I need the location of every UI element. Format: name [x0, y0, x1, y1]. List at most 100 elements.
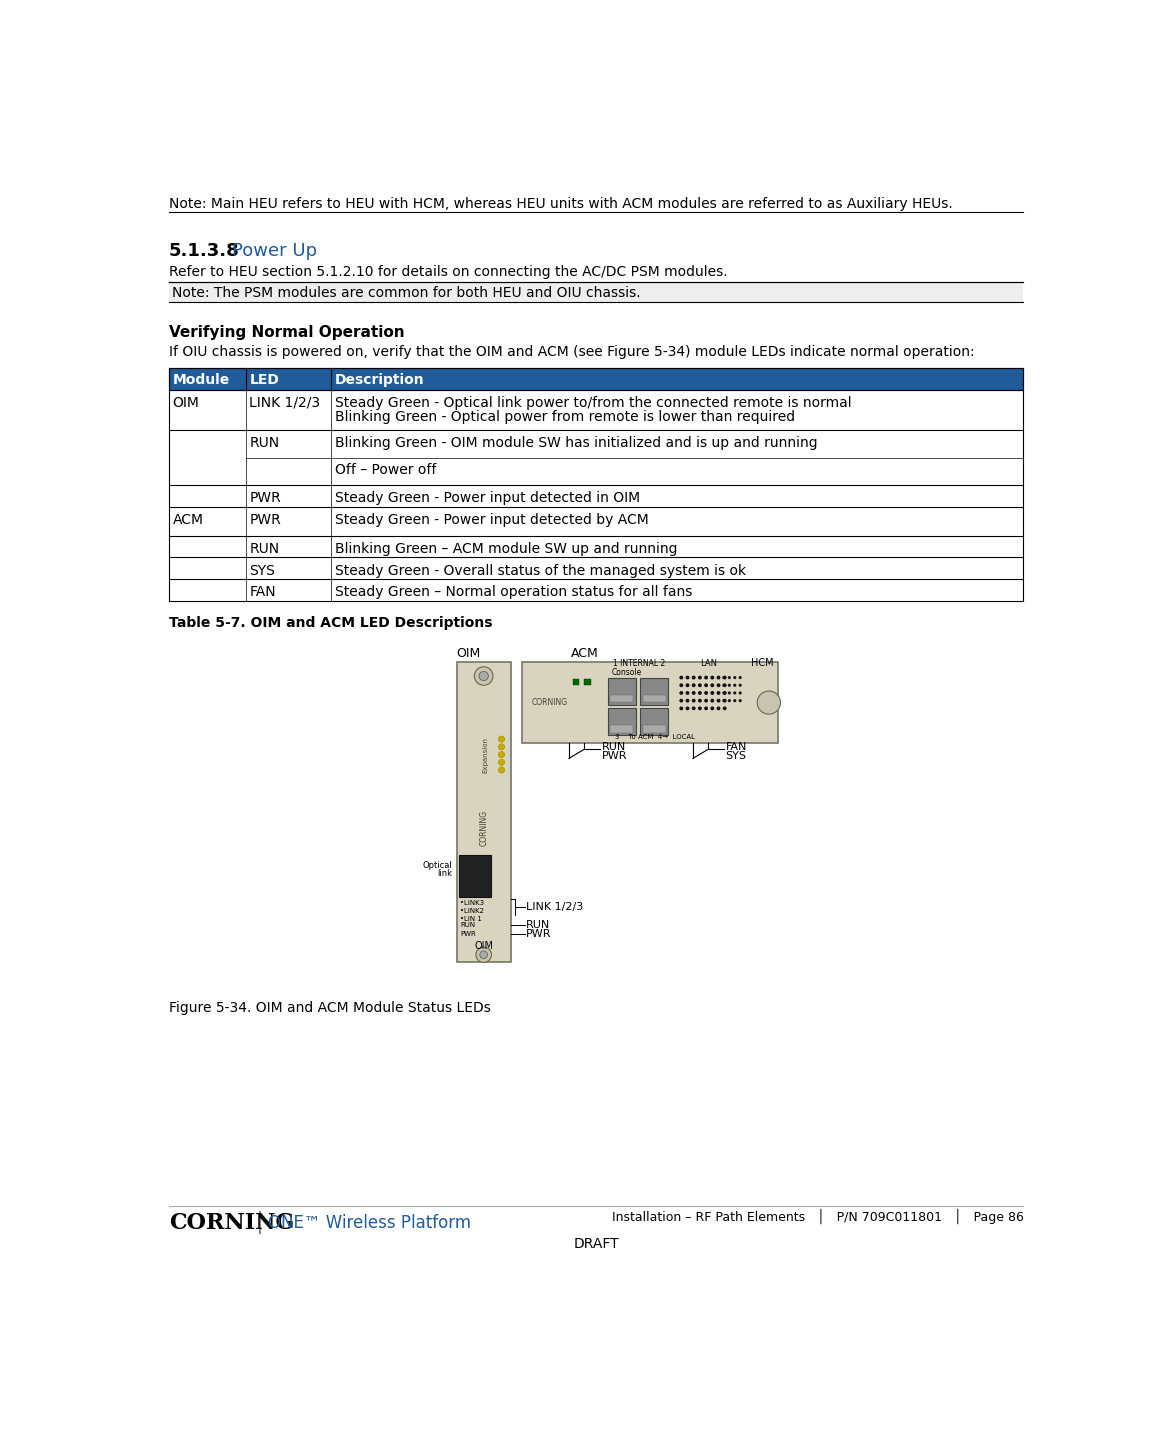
Text: PWR: PWR — [249, 513, 281, 527]
Bar — [169, 282, 1023, 302]
Text: RUN: RUN — [601, 741, 626, 752]
Circle shape — [698, 691, 701, 696]
Text: OIM: OIM — [172, 395, 199, 410]
Circle shape — [698, 698, 701, 703]
Bar — [609, 726, 633, 733]
Circle shape — [728, 691, 730, 694]
Circle shape — [692, 707, 695, 710]
Circle shape — [757, 691, 780, 714]
Text: SYS: SYS — [726, 752, 747, 762]
Text: Steady Green - Optical link power to/from the connected remote is normal: Steady Green - Optical link power to/fro… — [335, 395, 851, 410]
Bar — [607, 678, 635, 704]
Bar — [457, 662, 511, 963]
Circle shape — [722, 698, 727, 703]
Text: Blinking Green - Optical power from remote is lower than required: Blinking Green - Optical power from remo… — [335, 410, 795, 424]
Circle shape — [722, 691, 726, 694]
Text: Steady Green - Power input detected by ACM: Steady Green - Power input detected by A… — [335, 513, 649, 527]
Text: LED: LED — [249, 372, 279, 387]
Text: Module: Module — [172, 372, 230, 387]
Circle shape — [739, 675, 742, 680]
Circle shape — [711, 675, 714, 680]
Circle shape — [499, 744, 505, 750]
Circle shape — [692, 684, 695, 687]
Circle shape — [728, 675, 730, 680]
Circle shape — [704, 675, 708, 680]
Circle shape — [722, 675, 727, 680]
Circle shape — [733, 684, 736, 687]
Text: 5.1.3.8: 5.1.3.8 — [169, 241, 240, 260]
Text: •LINK3: •LINK3 — [461, 900, 485, 907]
Bar — [607, 708, 635, 736]
Circle shape — [499, 752, 505, 757]
Text: Steady Green - Overall status of the managed system is ok: Steady Green - Overall status of the man… — [335, 563, 745, 578]
Circle shape — [728, 684, 730, 687]
Circle shape — [679, 698, 683, 703]
Circle shape — [716, 707, 720, 710]
Circle shape — [739, 700, 742, 703]
Text: LINK 1/2/3: LINK 1/2/3 — [249, 395, 321, 410]
Text: CORNING: CORNING — [479, 809, 488, 846]
Bar — [585, 680, 591, 685]
Circle shape — [711, 684, 714, 687]
Circle shape — [698, 684, 701, 687]
Circle shape — [698, 707, 701, 710]
Circle shape — [685, 698, 690, 703]
Circle shape — [722, 707, 727, 710]
Circle shape — [722, 700, 726, 703]
Circle shape — [685, 707, 690, 710]
Text: Note: The PSM modules are common for both HEU and OIU chassis.: Note: The PSM modules are common for bot… — [172, 286, 641, 300]
Text: HCM: HCM — [751, 658, 773, 668]
Text: Table 5-7. OIM and ACM LED Descriptions: Table 5-7. OIM and ACM LED Descriptions — [169, 616, 492, 629]
Text: 1 INTERNAL 2: 1 INTERNAL 2 — [613, 660, 665, 668]
Text: link: link — [437, 868, 452, 878]
Text: FAN: FAN — [726, 741, 747, 752]
Circle shape — [679, 707, 683, 710]
Circle shape — [704, 691, 708, 696]
Text: PWR: PWR — [601, 752, 627, 762]
Circle shape — [480, 951, 487, 958]
Text: Installation – RF Path Elements   │   P/N 709C011801   │   Page 86: Installation – RF Path Elements │ P/N 70… — [612, 1209, 1023, 1224]
Circle shape — [722, 675, 726, 680]
Circle shape — [711, 691, 714, 696]
Bar — [640, 708, 668, 736]
Text: Blinking Green – ACM module SW up and running: Blinking Green – ACM module SW up and ru… — [335, 542, 677, 556]
Text: Note: Main HEU refers to HEU with HCM, whereas HEU units with ACM modules are re: Note: Main HEU refers to HEU with HCM, w… — [169, 197, 952, 211]
Text: Verifying Normal Operation: Verifying Normal Operation — [169, 325, 405, 341]
Text: ACM: ACM — [172, 513, 204, 527]
Circle shape — [704, 707, 708, 710]
Circle shape — [739, 691, 742, 694]
Text: Console: Console — [612, 668, 642, 677]
Circle shape — [685, 691, 690, 696]
Circle shape — [685, 684, 690, 687]
Text: RUN: RUN — [461, 921, 476, 928]
Circle shape — [711, 707, 714, 710]
Bar — [642, 694, 665, 703]
Circle shape — [475, 667, 493, 685]
Bar — [640, 678, 668, 704]
Circle shape — [692, 675, 695, 680]
Text: If OIU chassis is powered on, verify that the OIM and ACM (see Figure 5-34) modu: If OIU chassis is powered on, verify tha… — [169, 345, 975, 359]
Circle shape — [499, 759, 505, 766]
Circle shape — [716, 698, 720, 703]
Circle shape — [716, 684, 720, 687]
Text: SYS: SYS — [249, 563, 276, 578]
Text: Expansion: Expansion — [483, 737, 488, 773]
Text: Description: Description — [335, 372, 424, 387]
Circle shape — [722, 684, 727, 687]
Text: PWR: PWR — [461, 931, 476, 937]
Circle shape — [679, 691, 683, 696]
Circle shape — [704, 698, 708, 703]
Text: PWR: PWR — [527, 928, 551, 938]
Text: Steady Green – Normal operation status for all fans: Steady Green – Normal operation status f… — [335, 585, 692, 599]
Bar — [459, 855, 492, 897]
Circle shape — [711, 698, 714, 703]
Bar — [573, 680, 579, 685]
Circle shape — [692, 691, 695, 696]
Text: CORNING: CORNING — [169, 1211, 294, 1234]
Text: PWR: PWR — [249, 491, 281, 506]
Circle shape — [733, 675, 736, 680]
Text: Steady Green - Power input detected in OIM: Steady Green - Power input detected in O… — [335, 491, 640, 506]
Text: Off – Power off: Off – Power off — [335, 464, 436, 477]
Text: ONE™ Wireless Platform: ONE™ Wireless Platform — [267, 1214, 471, 1232]
Bar — [169, 368, 1023, 389]
